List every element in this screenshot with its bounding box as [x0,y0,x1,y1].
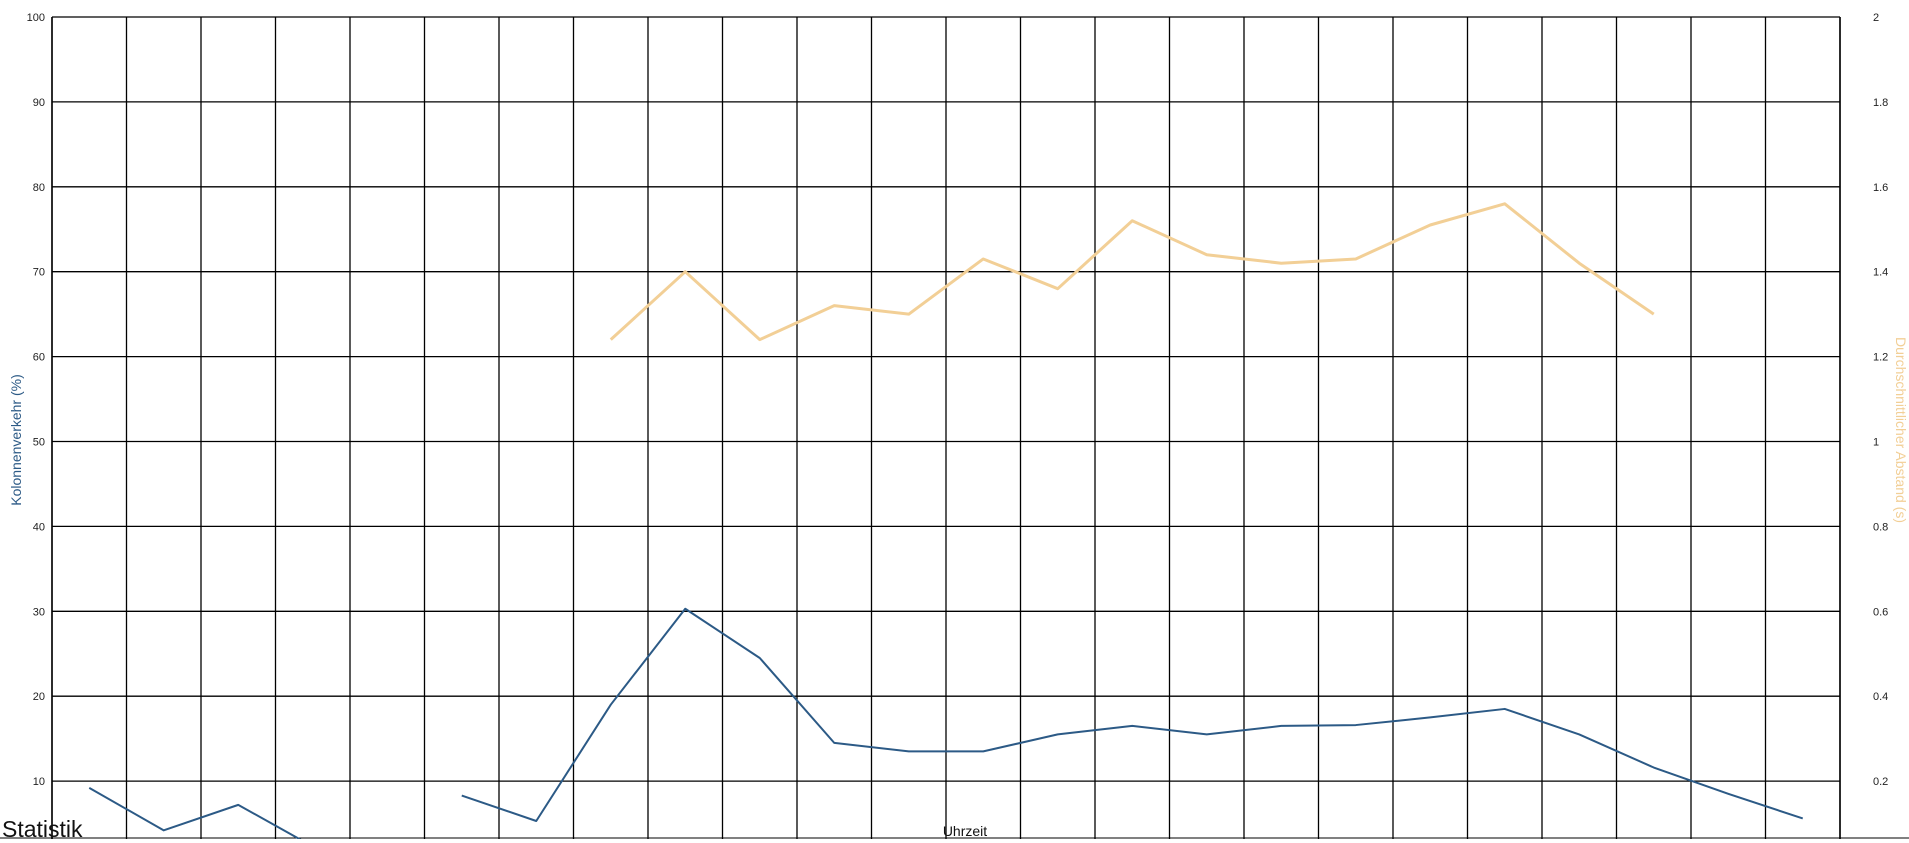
y-tick-label-right: 1 [1873,437,1879,449]
series-line-kolonnenverkehr [88,787,302,839]
y-tick-label-left: 100 [27,12,45,24]
section-label: Statistik [2,816,83,842]
y-tick-label-right: 2 [1873,12,1879,24]
y-tick-label-right: 1.4 [1873,267,1888,279]
y-tick-label-right: 0.6 [1873,606,1888,618]
grid [51,16,1841,839]
y-tick-label-left: 90 [33,97,45,109]
y-tick-label-left: 60 [33,352,45,364]
series-line-abstand [609,202,1655,342]
y-tick-label-right: 1.6 [1873,182,1888,194]
y-tick-label-right: 1.8 [1873,97,1888,109]
y-tick-label-left: 80 [33,182,45,194]
y-axis-right-title: Durchschnittlicher Abstand (s) [1893,337,1909,523]
y-axis-left-title: Kolonnenverkehr (%) [8,374,24,506]
axes [0,17,1909,839]
tick-labels: 010203040506070809010000.20.40.60.811.21… [27,12,1889,788]
x-axis-title: Uhrzeit [943,823,987,839]
y-tick-label-right: 0.4 [1873,691,1888,703]
y-tick-label-right: 1.2 [1873,352,1888,364]
y-tick-label-left: 30 [33,606,45,618]
series-line-kolonnenverkehr [461,607,1804,823]
y-tick-label-left: 40 [33,521,45,533]
series [88,202,1804,839]
y-tick-label-right: 0.8 [1873,521,1888,533]
y-tick-label-left: 70 [33,267,45,279]
y-tick-label-right: 0.2 [1873,776,1888,788]
y-tick-label-left: 20 [33,691,45,703]
y-tick-label-left: 10 [33,776,45,788]
y-tick-label-left: 50 [33,437,45,449]
